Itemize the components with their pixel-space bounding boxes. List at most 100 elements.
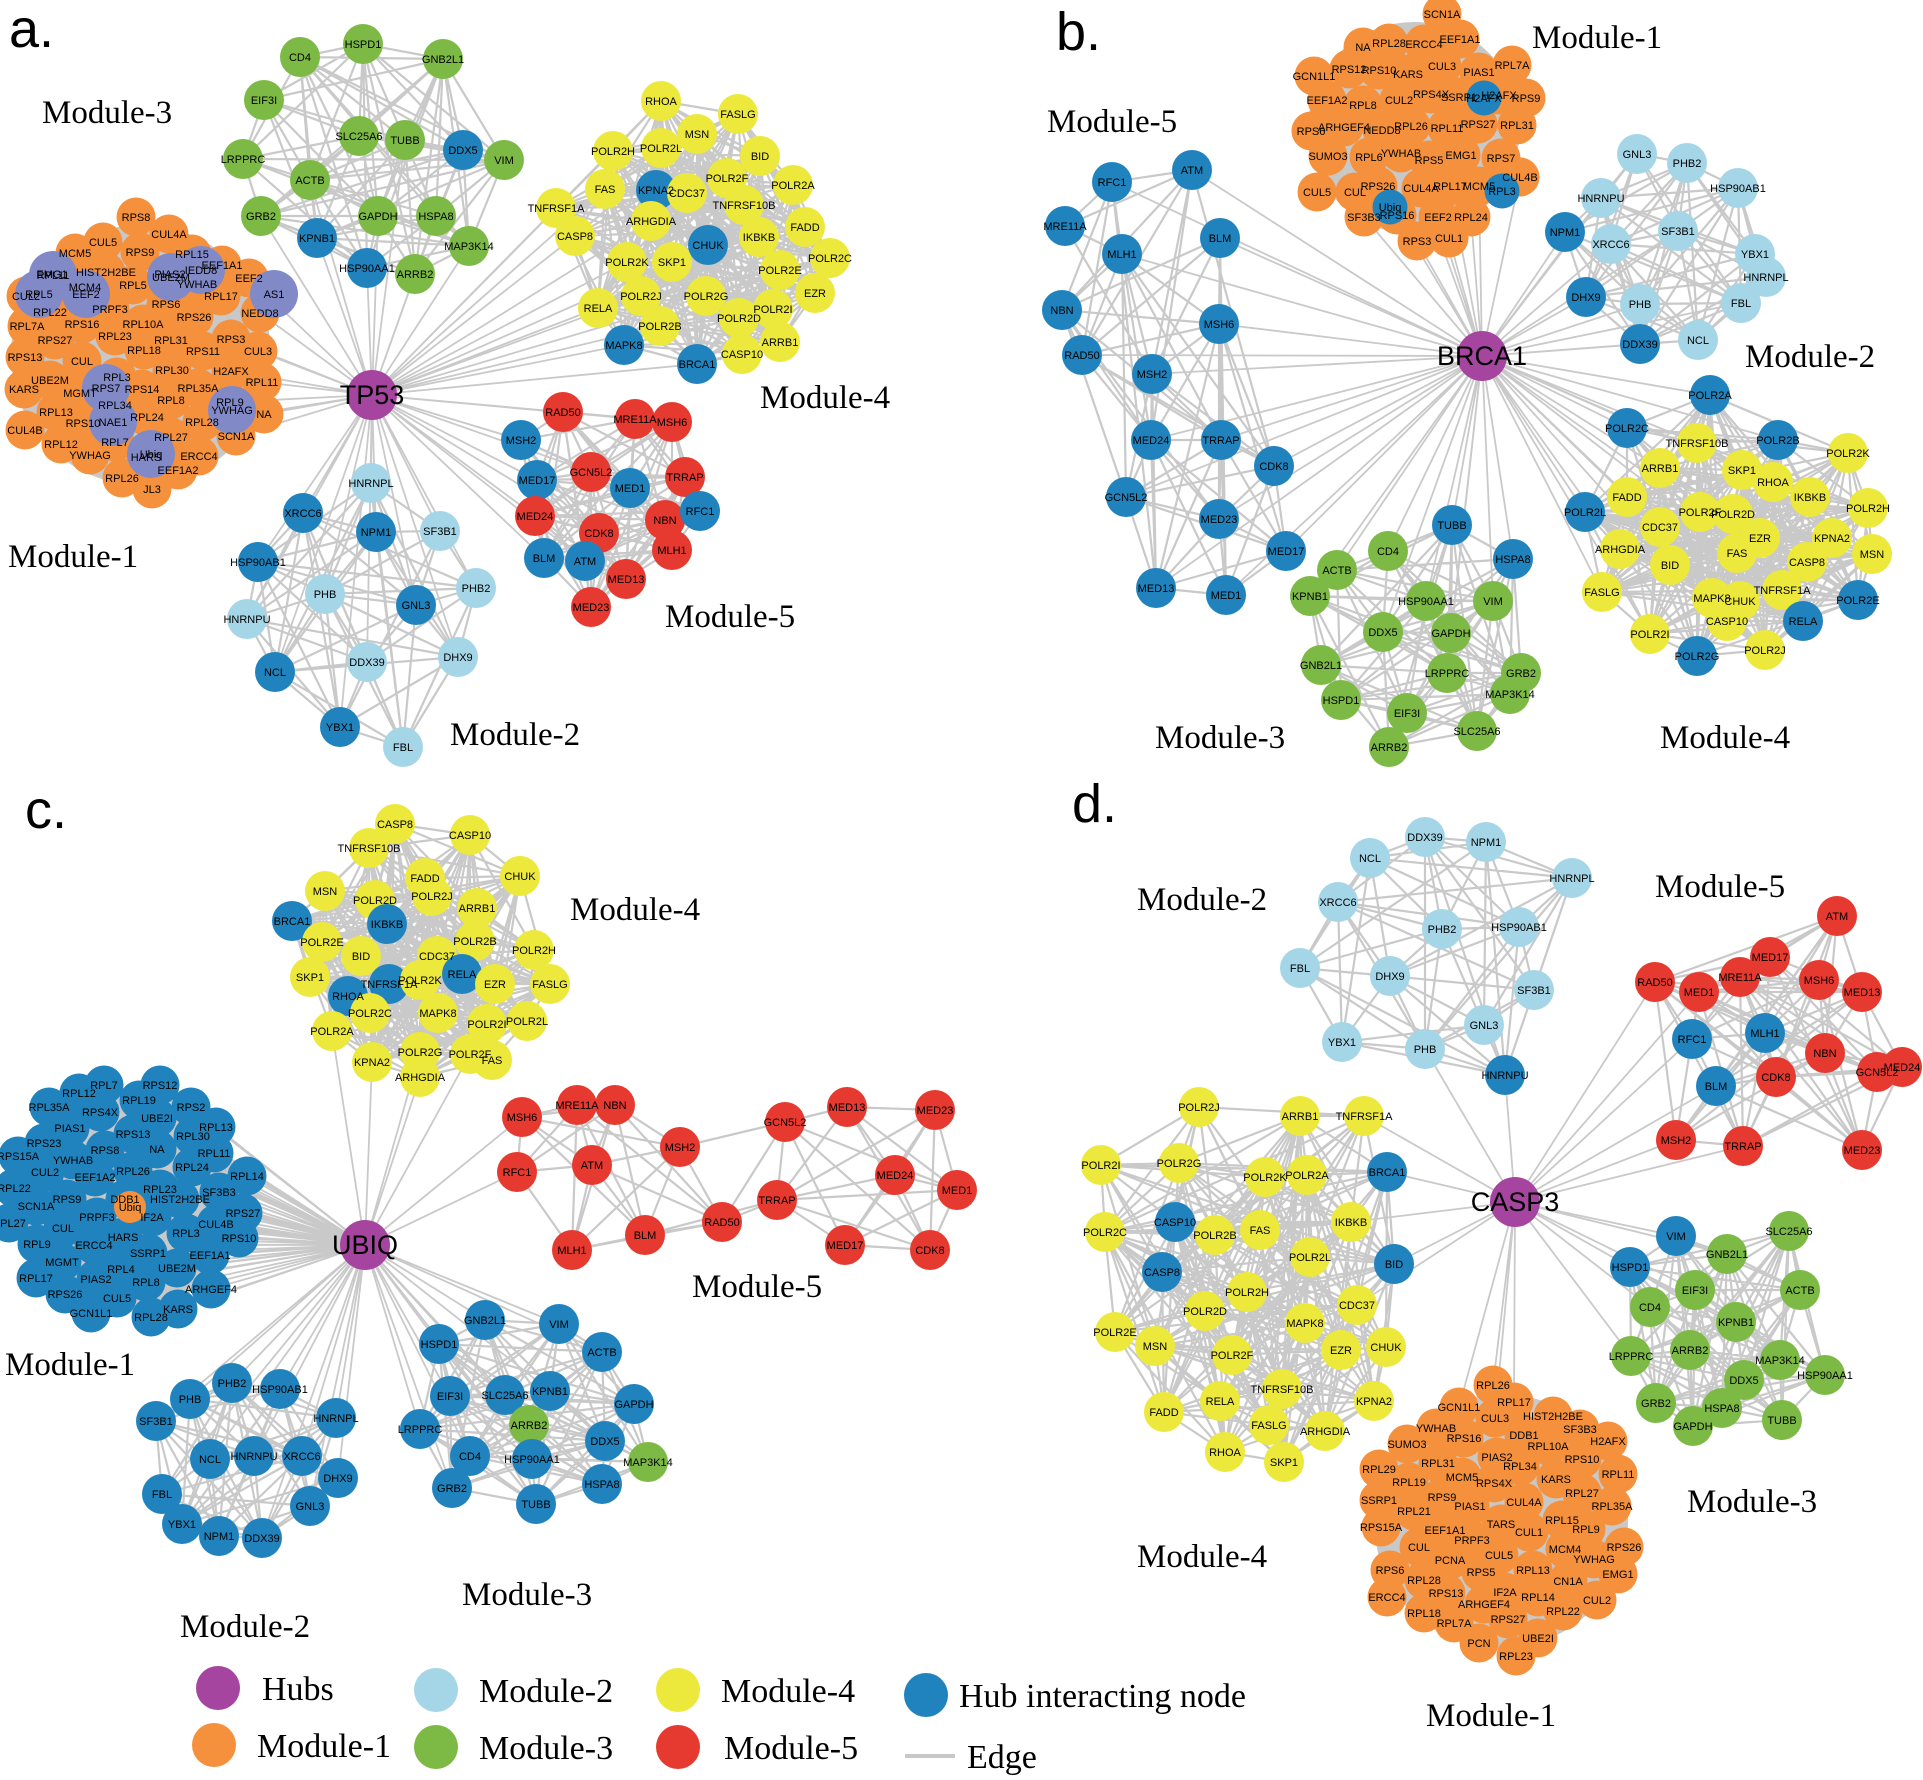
svg-text:FADD: FADD [1612, 492, 1641, 504]
svg-text:POLR2E: POLR2E [1093, 1327, 1136, 1339]
svg-text:RPL27: RPL27 [154, 432, 188, 444]
svg-text:CD4: CD4 [1639, 1302, 1661, 1314]
svg-text:EZR: EZR [484, 979, 506, 991]
svg-text:PRPF3: PRPF3 [1454, 1535, 1489, 1547]
svg-text:MSN: MSN [313, 886, 338, 898]
svg-text:HNRNPU: HNRNPU [230, 1451, 277, 1463]
svg-text:PHB2: PHB2 [1673, 158, 1702, 170]
svg-text:TUBB: TUBB [521, 1499, 550, 1511]
svg-text:SF3B3: SF3B3 [1347, 212, 1381, 224]
svg-text:POLR2F: POLR2F [1211, 1350, 1254, 1362]
svg-text:MCM5: MCM5 [1446, 1472, 1478, 1484]
svg-text:BRCA1: BRCA1 [274, 916, 311, 928]
svg-text:H2AFX: H2AFX [1466, 93, 1502, 105]
svg-text:SLC25A6: SLC25A6 [481, 1390, 528, 1402]
svg-text:RPL24: RPL24 [130, 412, 164, 424]
svg-text:CDC37: CDC37 [669, 188, 705, 200]
svg-text:RPL8: RPL8 [1349, 100, 1377, 112]
svg-text:RPS10: RPS10 [1565, 1454, 1600, 1466]
svg-text:TUBB: TUBB [1437, 520, 1466, 532]
svg-text:Hubs: Hubs [262, 1671, 334, 1708]
svg-text:GNL3: GNL3 [296, 1501, 325, 1513]
svg-text:RFC1: RFC1 [503, 1167, 532, 1179]
svg-text:MAP3K14: MAP3K14 [623, 1457, 673, 1469]
svg-text:CDC37: CDC37 [1339, 1300, 1375, 1312]
svg-text:MED17: MED17 [519, 475, 556, 487]
svg-text:c.: c. [25, 780, 67, 840]
svg-text:CUL4A: CUL4A [1403, 183, 1439, 195]
svg-text:GCN5L2: GCN5L2 [1856, 1067, 1899, 1079]
svg-text:FBL: FBL [393, 742, 413, 754]
svg-text:ATM: ATM [574, 556, 596, 568]
svg-text:RPL10A: RPL10A [1528, 1441, 1570, 1453]
svg-text:MSH6: MSH6 [1204, 319, 1235, 331]
svg-text:ARRB2: ARRB2 [1672, 1345, 1709, 1357]
svg-text:SSRP1: SSRP1 [130, 1248, 166, 1260]
svg-text:H2AFX: H2AFX [1481, 90, 1517, 102]
svg-text:POLR2D: POLR2D [1183, 1306, 1227, 1318]
svg-text:MCM5: MCM5 [59, 248, 91, 260]
svg-text:IKBKB: IKBKB [743, 232, 775, 244]
svg-text:MRE11A: MRE11A [613, 414, 657, 426]
svg-text:RPL17: RPL17 [204, 291, 238, 303]
svg-text:POLR2G: POLR2G [1675, 651, 1720, 663]
svg-text:MED17: MED17 [1268, 546, 1305, 558]
svg-text:RPS10: RPS10 [222, 1233, 257, 1245]
svg-text:POLR2B: POLR2B [1756, 435, 1799, 447]
svg-text:CDK8: CDK8 [1761, 1072, 1790, 1084]
svg-text:CASP8: CASP8 [1144, 1267, 1180, 1279]
svg-text:TNFRSF10B: TNFRSF10B [338, 843, 401, 855]
svg-text:RPL11: RPL11 [246, 377, 279, 389]
svg-text:RPL5: RPL5 [25, 289, 53, 301]
svg-text:SUMO3: SUMO3 [1387, 1439, 1426, 1451]
svg-text:ATM: ATM [1181, 165, 1203, 177]
svg-text:H2AFX: H2AFX [1590, 1436, 1626, 1448]
svg-text:RPL5: RPL5 [119, 280, 147, 292]
svg-text:XRCC6: XRCC6 [284, 508, 321, 520]
svg-text:Module-4: Module-4 [1137, 1539, 1267, 1575]
svg-text:SCN1A: SCN1A [1424, 9, 1461, 21]
svg-text:GAPDH: GAPDH [1673, 1421, 1712, 1433]
svg-text:DDX5: DDX5 [1729, 1375, 1758, 1387]
svg-text:YWHAG: YWHAG [69, 450, 111, 462]
svg-text:Module-3: Module-3 [1155, 720, 1285, 756]
svg-text:RPL31: RPL31 [154, 335, 188, 347]
svg-text:RAD50: RAD50 [704, 1217, 739, 1229]
svg-text:RPL24: RPL24 [175, 1162, 209, 1174]
svg-text:EEF1A1: EEF1A1 [1440, 34, 1481, 46]
svg-text:RPL21: RPL21 [1397, 1506, 1431, 1518]
svg-text:Ubiq: Ubiq [1379, 202, 1402, 214]
svg-text:NA: NA [256, 409, 272, 421]
svg-text:IF2A: IF2A [140, 1212, 164, 1224]
svg-text:FASLG: FASLG [720, 109, 755, 121]
svg-text:Module-4: Module-4 [721, 1673, 855, 1710]
svg-text:CHUK: CHUK [1370, 1342, 1402, 1354]
svg-text:POLR2K: POLR2K [1826, 448, 1870, 460]
svg-text:KPNB1: KPNB1 [1718, 1317, 1754, 1329]
svg-text:RPL27: RPL27 [1565, 1488, 1599, 1500]
svg-text:Module-2: Module-2 [1137, 882, 1267, 918]
svg-text:ARHGEF4: ARHGEF4 [1318, 122, 1370, 134]
svg-text:GRB2: GRB2 [1506, 668, 1536, 680]
svg-text:NCL: NCL [1687, 335, 1709, 347]
svg-text:RPS9: RPS9 [1428, 1492, 1457, 1504]
svg-text:RPL9: RPL9 [216, 397, 244, 409]
svg-text:PHB: PHB [1414, 1044, 1437, 1056]
svg-text:Module-1: Module-1 [8, 539, 138, 575]
svg-text:MED23: MED23 [1201, 514, 1238, 526]
svg-text:CASP10: CASP10 [1706, 616, 1748, 628]
svg-text:EEF1A1: EEF1A1 [202, 260, 243, 272]
svg-text:RPL23: RPL23 [143, 1184, 177, 1196]
svg-text:RPS2: RPS2 [177, 1102, 206, 1114]
svg-text:Module-5: Module-5 [724, 1730, 858, 1767]
svg-text:HSP90AB1: HSP90AB1 [1710, 183, 1766, 195]
svg-text:POLR2J: POLR2J [1178, 1102, 1220, 1114]
svg-text:MSN: MSN [1143, 1341, 1168, 1353]
svg-text:YWHAB: YWHAB [1381, 148, 1421, 160]
svg-text:HSPD1: HSPD1 [1612, 1262, 1649, 1274]
svg-text:PRPF3: PRPF3 [92, 304, 127, 316]
svg-text:POLR2B: POLR2B [1193, 1230, 1236, 1242]
svg-text:RPL22: RPL22 [0, 1183, 31, 1195]
svg-text:HSP90AA1: HSP90AA1 [1797, 1370, 1853, 1382]
svg-text:SLC25A6: SLC25A6 [1453, 726, 1500, 738]
